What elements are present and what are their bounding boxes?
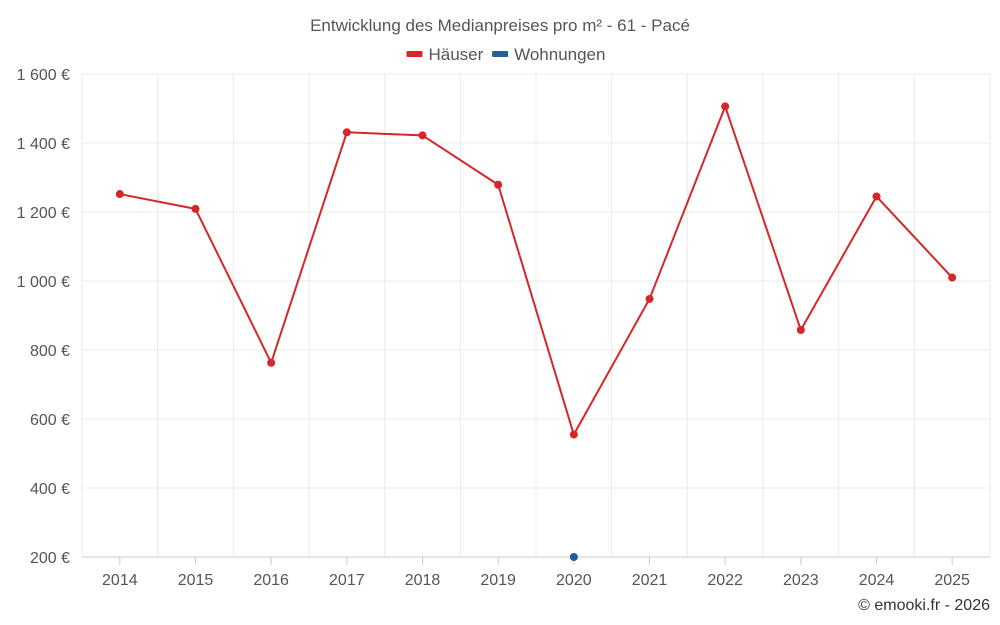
x-tick-label: 2018: [405, 572, 441, 589]
data-point[interactable]: [342, 128, 351, 137]
legend-swatch: [492, 51, 509, 57]
data-point[interactable]: [645, 294, 654, 303]
data-point[interactable]: [494, 180, 503, 189]
x-tick-label: 2020: [556, 572, 592, 589]
y-tick-label: 800 €: [30, 343, 70, 360]
x-tick-label: 2014: [102, 572, 138, 589]
x-tick-label: 2022: [707, 572, 743, 589]
x-tick-label: 2025: [934, 572, 970, 589]
series-line-0: [119, 105, 953, 436]
legend-label[interactable]: Wohnungen: [514, 45, 605, 64]
y-tick-label: 200 €: [30, 550, 70, 567]
data-point[interactable]: [569, 430, 578, 439]
x-tick-label: 2021: [632, 572, 668, 589]
y-tick-label: 1 000 €: [17, 274, 70, 291]
legend-label[interactable]: Häuser: [429, 45, 484, 64]
x-tick-label: 2016: [253, 572, 289, 589]
data-point[interactable]: [569, 553, 578, 561]
data-point[interactable]: [115, 190, 124, 199]
y-tick-label: 600 €: [30, 412, 70, 429]
y-tick-label: 1 200 €: [17, 205, 70, 222]
y-tick-label: 1 600 €: [17, 67, 70, 84]
data-point[interactable]: [267, 358, 276, 367]
data-point[interactable]: [872, 192, 881, 201]
chart-title: Entwicklung des Medianpreises pro m² - 6…: [310, 16, 690, 35]
data-point[interactable]: [721, 102, 730, 111]
x-tick-label: 2024: [859, 572, 895, 589]
series-layer: [115, 102, 957, 561]
grid: [81, 73, 991, 558]
credit-text: © emooki.fr - 2026: [858, 597, 990, 614]
x-tick-label: 2015: [178, 572, 214, 589]
y-tick-label: 400 €: [30, 481, 70, 498]
legend: Häuser Wohnungen: [406, 45, 605, 64]
x-axis: 2014 2015 2016 2017 2018 2019 2020 2021 2022 2023…: [82, 556, 990, 589]
x-tick-label: 2023: [783, 572, 819, 589]
data-point[interactable]: [948, 273, 957, 282]
y-tick-label: 1 400 €: [17, 136, 70, 153]
data-point[interactable]: [418, 131, 427, 140]
y-axis: 200 € 400 € 600 € 800 € 1 000 € 1 200 € 1 400 …: [17, 67, 70, 567]
data-point[interactable]: [796, 325, 805, 334]
x-tick-label: 2017: [329, 572, 365, 589]
x-tick-label: 2019: [480, 572, 516, 589]
legend-swatch: [406, 51, 423, 57]
data-point[interactable]: [191, 204, 200, 213]
